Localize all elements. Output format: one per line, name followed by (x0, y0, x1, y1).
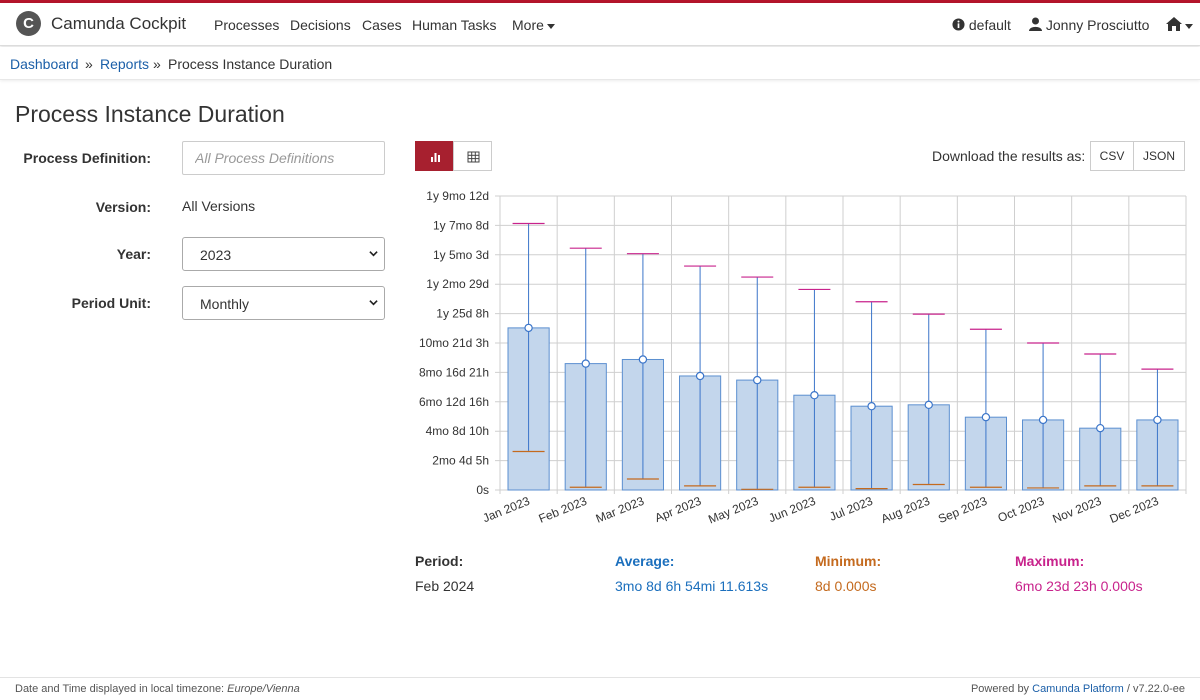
user-menu[interactable]: Jonny Prosciutto (1029, 17, 1149, 33)
page-title: Process Instance Duration (15, 101, 285, 127)
x-tick-label: Feb 2023 (537, 494, 590, 526)
average-point (1096, 423, 1105, 433)
y-tick-label: 1y 2mo 29d (426, 277, 489, 291)
average-point (1153, 415, 1162, 425)
summary-minimum-value: 8d 0.000s (815, 578, 877, 594)
breadcrumb-separator: » (85, 56, 93, 72)
average-point (524, 323, 533, 333)
summary-average-label: Average: (615, 553, 675, 569)
download-json-button[interactable]: JSON (1133, 141, 1185, 171)
breadcrumb: Dashboard » Reports » Process Instance D… (0, 47, 1200, 80)
y-tick-label: 1y 5mo 3d (433, 248, 489, 262)
y-tick-label: 1y 7mo 8d (433, 218, 489, 232)
period-unit-selected-value: Monthly (200, 296, 250, 312)
version-label: Version: (95, 199, 151, 215)
nav-cases[interactable]: Cases (362, 17, 402, 33)
breadcrumb-dashboard[interactable]: Dashboard (10, 56, 79, 72)
breadcrumb-current: Process Instance Duration (168, 56, 333, 72)
nav-more-dropdown[interactable]: More (512, 17, 555, 33)
timezone-prefix: Date and Time displayed in local timezon… (15, 683, 228, 695)
timezone-note: Date and Time displayed in local timezon… (15, 683, 300, 695)
powered-by: Powered by Camunda Platform / v7.22.0-ee (971, 683, 1185, 695)
summary-maximum-value: 6mo 23d 23h 0.000s (1015, 578, 1143, 594)
average-point (753, 375, 762, 385)
y-tick-label: 8mo 16d 21h (419, 365, 489, 379)
summary-minimum-label: Minimum: (815, 553, 882, 569)
x-tick-label: Oct 2023 (996, 494, 1047, 525)
average-point (581, 359, 590, 368)
version-value: All Versions (182, 198, 256, 214)
nav-decisions[interactable]: Decisions (290, 17, 351, 33)
home-icon (1166, 17, 1182, 31)
x-tick-label: Apr 2023 (653, 494, 704, 525)
summary-period-value: Feb 2024 (415, 578, 475, 594)
top-accent-line (0, 0, 1200, 3)
footer: Date and Time displayed in local timezon… (0, 677, 1200, 700)
average-point (810, 391, 819, 400)
info-circle-icon (952, 18, 965, 31)
average-point (638, 355, 648, 364)
x-tick-label: Dec 2023 (1108, 494, 1161, 526)
summary-maximum-label: Maximum: (1015, 553, 1085, 569)
camunda-logo[interactable]: C (16, 11, 41, 36)
x-tick-label: Jun 2023 (767, 494, 818, 526)
x-tick-label: Sep 2023 (936, 494, 989, 526)
year-select[interactable]: 2023 (182, 237, 385, 271)
average-point (867, 401, 876, 411)
bar-chart-icon (431, 153, 440, 162)
download-label: Download the results as: (932, 148, 1086, 164)
user-name: Jonny Prosciutto (1045, 17, 1150, 33)
summary-period-label: Period: (415, 553, 464, 569)
x-tick-label: Jul 2023 (827, 494, 875, 524)
y-tick-label: 1y 25d 8h (436, 307, 489, 321)
year-label: Year: (116, 246, 151, 262)
process-definition-input[interactable] (183, 142, 384, 174)
engine-name: default (968, 17, 1011, 33)
year-selected-value: 2023 (200, 247, 232, 263)
engine-selector[interactable]: default (952, 17, 1011, 33)
download-csv-button[interactable]: CSV (1090, 141, 1134, 171)
period-unit-select[interactable]: Monthly (182, 286, 385, 320)
x-tick-label: May 2023 (706, 494, 760, 527)
user-icon (1029, 17, 1042, 31)
average-point (1038, 415, 1048, 425)
y-tick-label: 10mo 21d 3h (419, 336, 489, 350)
version-text: / v7.22.0-ee (1123, 683, 1185, 695)
breadcrumb-separator: » (153, 56, 161, 72)
chart-view-button[interactable] (415, 141, 454, 171)
timezone-name: Europe/Vienna (227, 683, 300, 695)
average-point (695, 371, 705, 381)
y-tick-label: 0s (476, 483, 489, 497)
home-menu[interactable] (1166, 17, 1193, 33)
x-tick-label: Aug 2023 (879, 494, 932, 526)
x-tick-label: Jan 2023 (481, 494, 532, 526)
top-navbar: C Camunda Cockpit Processes Decisions Ca… (0, 3, 1200, 46)
summary-average-value: 3mo 8d 6h 54mi 11.613s (615, 578, 769, 594)
y-tick-label: 1y 9mo 12d (426, 189, 489, 203)
x-tick-label: Nov 2023 (1050, 494, 1103, 526)
y-tick-label: 6mo 12d 16h (419, 395, 489, 409)
process-definition-label: Process Definition: (23, 150, 151, 166)
nav-more-label: More (512, 17, 544, 33)
y-tick-label: 4mo 8d 10h (426, 424, 489, 438)
nav-processes[interactable]: Processes (214, 17, 280, 33)
y-tick-label: 2mo 4d 5h (432, 454, 489, 468)
chevron-down-icon (369, 300, 378, 306)
app-title[interactable]: Camunda Cockpit (51, 14, 187, 33)
table-view-button[interactable] (453, 141, 492, 171)
caret-down-icon (1185, 23, 1193, 29)
duration-chart: 0s 2mo 4d 5h 4mo 8d 10h 6mo 12d 16h 8mo 16d … (419, 189, 1187, 527)
powered-prefix: Powered by (970, 683, 1033, 695)
x-tick-label: Mar 2023 (594, 494, 647, 526)
nav-human-tasks[interactable]: Human Tasks (412, 17, 497, 33)
breadcrumb-reports[interactable]: Reports (100, 56, 150, 72)
process-definition-field[interactable] (182, 141, 385, 175)
caret-down-icon (546, 23, 555, 29)
average-point (981, 412, 991, 422)
table-icon (467, 151, 480, 163)
average-point (924, 400, 933, 410)
period-unit-label: Period Unit: (71, 295, 151, 311)
chevron-down-icon (369, 251, 378, 257)
camunda-platform-link[interactable]: Camunda Platform (1032, 683, 1124, 695)
